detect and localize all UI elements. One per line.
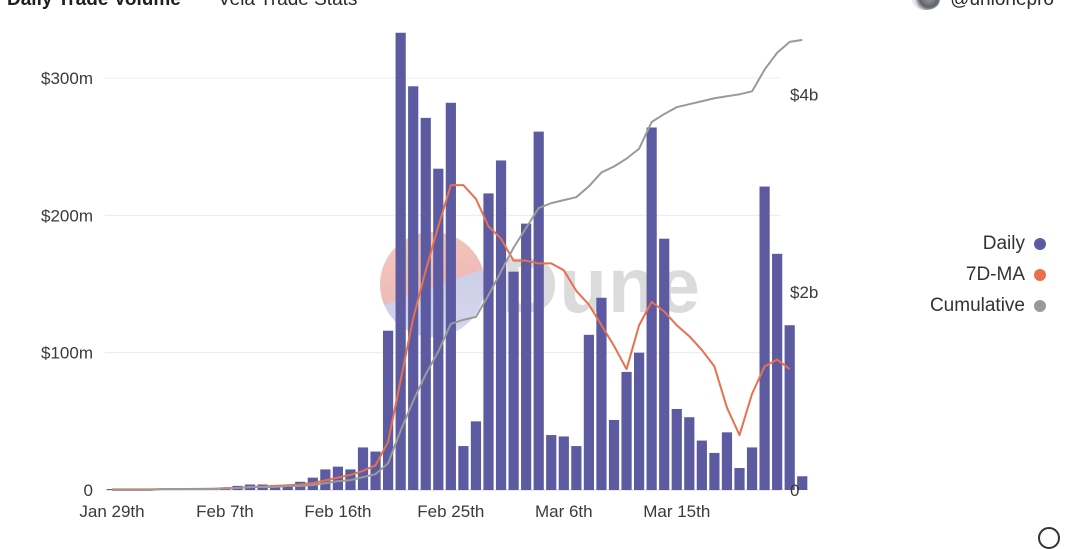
chart-legend: Daily 7D-MA Cumulative — [930, 228, 1046, 321]
bar[interactable] — [734, 468, 745, 490]
author-avatar[interactable] — [912, 0, 940, 10]
chart-plot: 0 $100m $200m $300m 0 $2b $4b Jan 29th Feb 7th Fe… — [41, 32, 818, 521]
y-left-tick-label: $300m — [41, 69, 93, 88]
legend-dot-icon — [1034, 268, 1046, 281]
legend-item-cumulative[interactable]: Cumulative — [930, 290, 1046, 321]
chart-title: Daily Trade Volume — [7, 0, 181, 11]
x-tick-label: Mar 15th — [643, 502, 710, 521]
chart-subtitle: Vela Trade Stats — [218, 0, 357, 11]
x-tick-label: Feb 7th — [196, 502, 254, 521]
bar[interactable] — [571, 446, 582, 490]
bar[interactable] — [684, 417, 695, 490]
legend-item-daily[interactable]: Daily — [930, 228, 1046, 259]
bar[interactable] — [646, 127, 657, 490]
legend-item-7d-ma[interactable]: 7D-MA — [930, 259, 1046, 290]
bar[interactable] — [521, 223, 532, 490]
y-left-tick-label: $100m — [41, 344, 93, 363]
legend-label: Cumulative — [929, 294, 1025, 316]
bar[interactable] — [508, 271, 519, 490]
bar[interactable] — [546, 435, 557, 490]
bar[interactable] — [659, 238, 670, 490]
series-line-cumulative[interactable] — [112, 38, 803, 491]
bar[interactable] — [533, 131, 544, 490]
bar[interactable] — [282, 485, 293, 490]
bar[interactable] — [784, 325, 795, 490]
y-right-tick-label: $2b — [790, 283, 818, 302]
bar[interactable] — [671, 408, 682, 490]
bar[interactable] — [357, 447, 369, 490]
y-right-tick-label: 0 — [790, 481, 799, 500]
y-right-tick-label: $4b — [790, 85, 818, 104]
bar[interactable] — [759, 186, 770, 491]
bar[interactable] — [495, 160, 507, 490]
x-tick-label: Jan 29th — [79, 502, 144, 521]
y-left-tick-label: 0 — [84, 481, 93, 500]
bar[interactable] — [458, 446, 469, 490]
bar[interactable] — [433, 168, 444, 490]
bar[interactable] — [408, 86, 419, 490]
bar[interactable] — [721, 432, 733, 490]
bar[interactable] — [608, 419, 620, 490]
bar[interactable] — [420, 117, 431, 490]
info-icon[interactable] — [1038, 527, 1060, 549]
bar[interactable] — [696, 440, 707, 490]
bar[interactable] — [483, 193, 494, 490]
bar[interactable] — [383, 330, 394, 490]
bar[interactable] — [470, 421, 482, 490]
legend-dot-icon — [1034, 237, 1046, 250]
legend-label: Daily — [982, 232, 1025, 254]
bar[interactable] — [772, 253, 783, 490]
bar[interactable] — [621, 371, 632, 490]
author-handle[interactable]: @unionepro — [950, 0, 1054, 11]
bar[interactable] — [445, 102, 456, 490]
legend-dot-icon — [1034, 299, 1046, 312]
bar[interactable] — [596, 297, 607, 490]
y-left-tick-label: $200m — [41, 206, 93, 225]
bar[interactable] — [395, 32, 406, 490]
bar[interactable] — [709, 452, 720, 490]
bar[interactable] — [558, 436, 569, 490]
bar[interactable] — [583, 334, 594, 490]
bar[interactable] — [746, 447, 758, 490]
bar[interactable] — [797, 476, 808, 490]
chart-header: Daily Trade Volume Vela Trade Stats @uni… — [0, 0, 1080, 13]
bar[interactable] — [634, 352, 645, 490]
x-tick-label: Feb 25th — [417, 502, 484, 521]
x-tick-label: Mar 6th — [535, 502, 593, 521]
bar[interactable] — [370, 451, 381, 490]
legend-label: 7D-MA — [965, 263, 1025, 285]
x-tick-label: Feb 16th — [304, 502, 371, 521]
